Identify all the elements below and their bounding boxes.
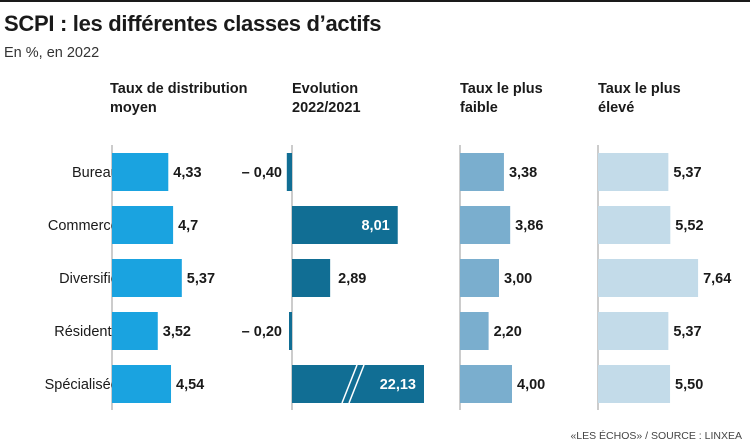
bar-distribution — [112, 365, 172, 403]
value-label-eleve: 7,64 — [703, 271, 731, 287]
bar-distribution — [112, 259, 182, 297]
axis-break-mark — [348, 364, 365, 404]
bar-evolution — [292, 206, 398, 244]
column-header-eleve: Taux le plus élevé — [598, 81, 681, 116]
top-rule — [0, 0, 750, 2]
value-label-eleve: 5,37 — [673, 165, 701, 181]
value-label-distribution: 3,52 — [163, 324, 191, 340]
value-label-evolution: 8,01 — [361, 218, 389, 234]
bar-evolution — [289, 312, 292, 350]
bar-taux-faible — [460, 153, 504, 191]
value-label-faible: 2,20 — [494, 324, 522, 340]
axis-break-mark — [341, 364, 358, 404]
value-label-distribution: 4,54 — [176, 377, 204, 393]
category-label: Diversifiés — [59, 271, 126, 287]
category-label: Spécialisées — [45, 377, 126, 393]
bar-evolution — [292, 259, 331, 297]
bar-evolution — [292, 365, 424, 403]
bar-evolution — [286, 153, 292, 191]
value-label-distribution: 4,7 — [178, 218, 198, 234]
value-label-faible: 4,00 — [517, 377, 545, 393]
value-label-distribution: 5,37 — [187, 271, 215, 287]
bar-taux-eleve — [598, 206, 671, 244]
value-label-evolution: 2,89 — [338, 271, 366, 287]
bar-distribution — [112, 206, 174, 244]
value-label-eleve: 5,37 — [673, 324, 701, 340]
value-label-evolution: 22,13 — [380, 377, 416, 393]
bar-taux-eleve — [598, 259, 699, 297]
value-label-faible: 3,00 — [504, 271, 532, 287]
bar-taux-faible — [460, 259, 499, 297]
column-header-distribution: Taux de distribution moyen — [110, 81, 248, 116]
value-label-distribution: 4,33 — [173, 165, 201, 181]
value-label-faible: 3,86 — [515, 218, 543, 234]
bar-taux-eleve — [598, 312, 669, 350]
bar-taux-eleve — [598, 153, 669, 191]
category-label: Résidentiel — [54, 324, 126, 340]
value-label-evolution: – 0,40 — [242, 165, 282, 181]
value-label-faible: 3,38 — [509, 165, 537, 181]
bar-taux-faible — [460, 312, 489, 350]
column-header-faible: Taux le plus faible — [460, 81, 543, 116]
column-header-evolution: Evolution 2022/2021 — [292, 81, 361, 116]
value-label-eleve: 5,52 — [675, 218, 703, 234]
chart-title: SCPI : les différentes classes d’actifs — [4, 11, 382, 36]
bar-distribution — [112, 153, 169, 191]
value-label-evolution: – 0,20 — [242, 324, 282, 340]
bar-taux-eleve — [598, 365, 671, 403]
category-label: Commerces — [48, 218, 126, 234]
source-note: «LES ÉCHOS» / SOURCE : LINXEA — [570, 430, 742, 442]
bar-taux-faible — [460, 206, 511, 244]
bar-taux-faible — [460, 365, 512, 403]
chart-subtitle: En %, en 2022 — [4, 45, 100, 61]
bar-distribution — [112, 312, 158, 350]
value-label-eleve: 5,50 — [675, 377, 703, 393]
